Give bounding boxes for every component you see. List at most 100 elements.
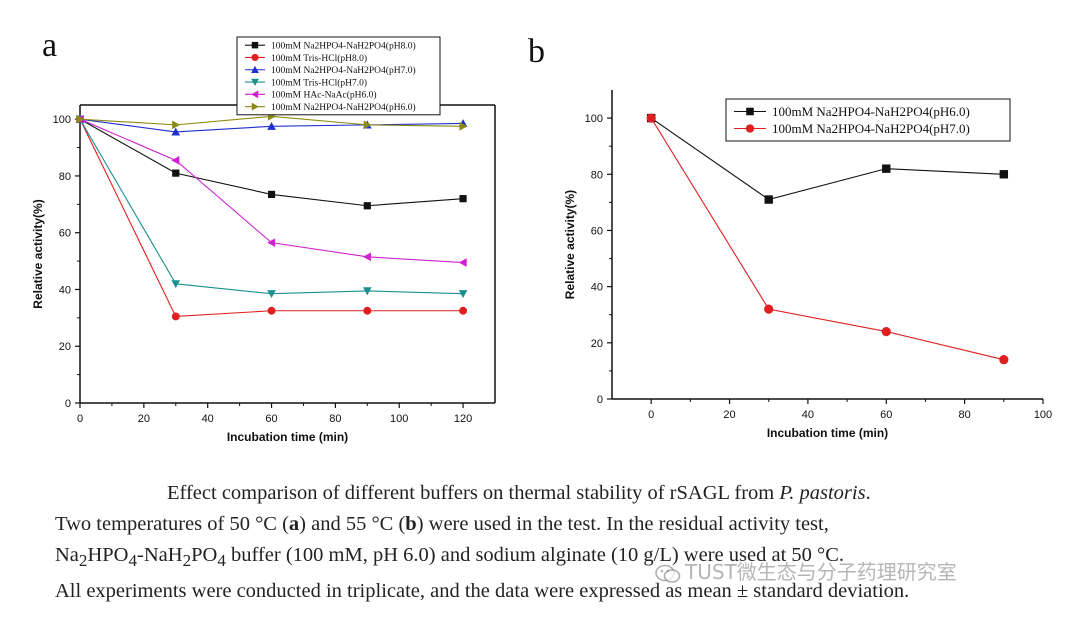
data-point	[764, 304, 774, 314]
panel-label-a: a	[42, 27, 57, 64]
data-point	[459, 306, 468, 315]
caption-line1-end: .	[865, 482, 871, 504]
x-axis-label: Incubation time (min)	[227, 430, 348, 444]
x-tick-label: 40	[202, 413, 214, 425]
x-tick-label: 60	[880, 409, 892, 421]
caption-sub: 4	[217, 551, 226, 571]
legend-marker	[745, 124, 755, 133]
caption-sub: 2	[182, 551, 192, 571]
data-point	[362, 287, 372, 296]
x-axis-label: Incubation time (min)	[767, 426, 888, 440]
caption-line3a: Na	[55, 544, 79, 566]
legend-marker	[251, 41, 259, 49]
data-point	[172, 120, 181, 130]
x-tick-label: 80	[959, 409, 971, 421]
data-point	[459, 121, 468, 131]
y-tick-label: 100	[53, 114, 71, 126]
x-tick-label: 100	[1034, 409, 1052, 421]
data-point	[267, 306, 276, 315]
data-point	[171, 280, 181, 289]
caption-line2c: ) were used in the test. In the residual…	[416, 513, 829, 535]
y-tick-label: 40	[591, 282, 603, 294]
data-point	[267, 121, 276, 130]
caption-sub: 4	[128, 551, 138, 571]
series-line	[650, 117, 1004, 361]
x-tick-label: 60	[265, 413, 277, 425]
legend-label: 100mM Na2HPO4-NaH2PO4(pH6.0)	[772, 104, 970, 119]
y-tick-label: 100	[585, 113, 603, 125]
data-point	[267, 290, 276, 299]
data-point	[76, 114, 85, 124]
data-point	[171, 312, 180, 321]
legend-label: 100mM Tris-HCl(pH7.0)	[271, 77, 367, 88]
data-point	[363, 306, 372, 315]
legend-label: 100mM HAc-NaAc(pH6.0)	[271, 90, 377, 101]
legend-label: 100mM Na2HPO4-NaH2PO4(pH7.0)	[772, 121, 970, 136]
panel-label-b: b	[528, 33, 545, 70]
data-point	[881, 326, 891, 337]
caption-line4: All experiments were conducted in tripli…	[55, 580, 910, 603]
caption-line3c: -NaH	[137, 544, 183, 566]
y-tick-label: 20	[591, 338, 603, 350]
watermark-text: TUST微生态与分子药理研究室	[685, 560, 957, 584]
y-axis-label: Relative activity(%)	[31, 199, 45, 308]
data-point	[882, 164, 891, 173]
data-point	[172, 169, 180, 177]
x-tick-label: 120	[454, 413, 472, 425]
series-line	[650, 117, 1004, 201]
caption-sub: 2	[78, 551, 88, 571]
data-point	[458, 258, 467, 267]
legend-marker	[251, 90, 259, 99]
data-point	[267, 190, 276, 198]
y-tick-label: 0	[65, 398, 71, 410]
legend-box	[236, 36, 441, 116]
caption-line2a: Two temperatures of 50 °C (	[55, 513, 289, 535]
legend-marker	[251, 102, 259, 111]
figure-caption: Effect comparison of different buffers o…	[55, 478, 1045, 607]
data-point	[363, 120, 372, 130]
legend-label: 100mM Na2HPO4-NaH2PO4(pH6.0)	[271, 102, 416, 113]
x-tick-label: 40	[802, 409, 814, 421]
caption-line3d: PO	[191, 544, 218, 566]
x-tick-label: 0	[648, 409, 654, 421]
data-point	[459, 195, 467, 203]
legend-label: 100mM Na2HPO4-NaH2PO4(pH8.0)	[271, 40, 416, 51]
caption-line2b: ) and 55 °C (	[299, 513, 406, 535]
data-point	[267, 238, 276, 247]
caption-bold-b: b	[405, 513, 417, 535]
legend-label: 100mM Tris-HCl(pH8.0)	[271, 53, 367, 64]
chart-a: 0 20 40 60 80 100 120 0 20 40 60 80 100 Incubation ti…	[31, 36, 496, 444]
y-tick-label: 60	[591, 225, 603, 237]
data-point	[458, 290, 468, 299]
data-point	[646, 113, 656, 123]
y-tick-label: 80	[59, 171, 71, 183]
caption-line3e: buffer (100 mM, pH 6.0) and sodium algin…	[225, 544, 845, 566]
y-tick-label: 20	[59, 341, 71, 353]
caption-line1: Effect comparison of different buffers o…	[167, 482, 780, 504]
data-point	[999, 170, 1009, 179]
chart-b: 0 20 40 60 80 100 0 20 40 60 80 100 Incubation time …	[563, 90, 1052, 440]
caption-line3b: HPO	[87, 544, 129, 566]
data-point	[999, 355, 1009, 365]
wechat-icon	[655, 564, 681, 583]
y-axis-label: Relative activity(%)	[563, 190, 577, 299]
figure: a b 0 20 40 60 80 100 120 0 20 40 60 80 100 Incubatio…	[31, 27, 1052, 444]
x-tick-label: 20	[138, 413, 150, 425]
data-point	[362, 252, 371, 262]
watermark: TUST微生态与分子药理研究室	[655, 556, 957, 585]
x-tick-label: 0	[77, 413, 83, 425]
y-tick-label: 80	[591, 169, 603, 181]
data-point	[171, 156, 180, 165]
legend-marker	[251, 78, 259, 86]
x-tick-label: 100	[390, 413, 408, 425]
legend-marker	[251, 65, 259, 73]
legend-label: 100mM Na2HPO4-NaH2PO4(pH7.0)	[271, 65, 416, 76]
caption-bold-a: a	[288, 513, 300, 535]
data-point	[363, 202, 371, 210]
data-point	[764, 195, 773, 204]
legend-marker	[251, 53, 259, 62]
x-tick-label: 20	[723, 409, 735, 421]
legend-marker	[746, 107, 754, 116]
series-line	[79, 118, 464, 295]
y-tick-label: 60	[59, 228, 71, 240]
